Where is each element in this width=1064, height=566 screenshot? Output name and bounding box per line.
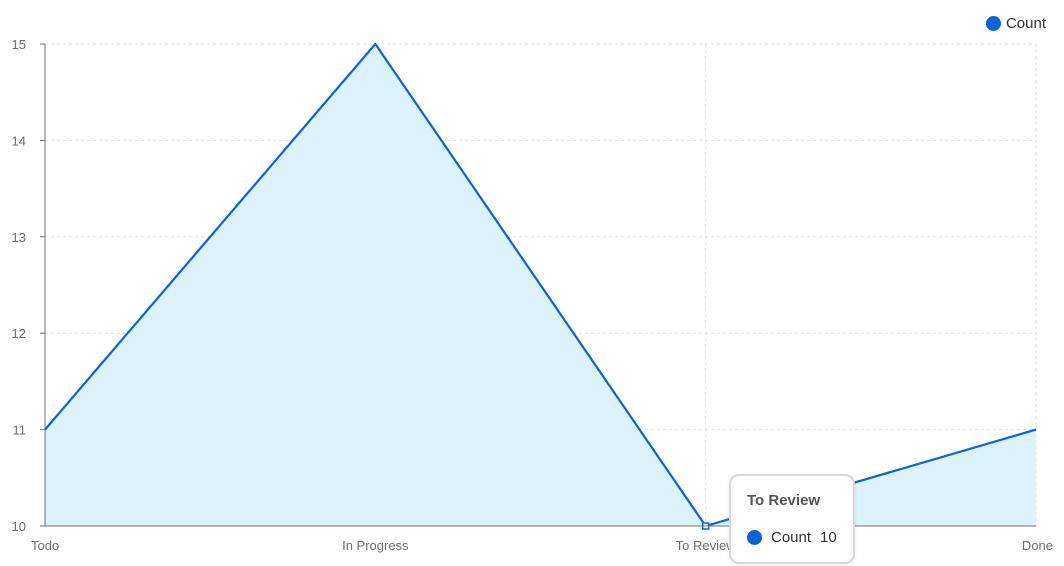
tooltip-row: Count 10 bbox=[747, 529, 837, 546]
legend-label: Count bbox=[1005, 15, 1046, 32]
x-tick-label: To Review bbox=[676, 538, 737, 553]
x-tick-label: Done bbox=[1022, 538, 1053, 553]
area-series bbox=[44, 42, 1037, 530]
legend[interactable]: Count bbox=[985, 15, 1046, 32]
tooltip-title: To Review bbox=[747, 492, 821, 509]
tick-labels: 10 11 12 13 14 15 Todo In Progress To Review Done bbox=[12, 37, 1053, 553]
tooltip: To Review Count 10 bbox=[729, 474, 855, 564]
y-tick-label: 13 bbox=[12, 230, 26, 245]
axes bbox=[40, 43, 1036, 527]
y-tick-label: 15 bbox=[12, 37, 26, 52]
tooltip-value: 10 bbox=[820, 529, 837, 546]
tooltip-series-name: Count bbox=[771, 529, 812, 546]
y-tick-label: 12 bbox=[12, 326, 26, 341]
x-tick-label: In Progress bbox=[342, 538, 409, 553]
y-tick-label: 10 bbox=[12, 519, 26, 534]
tooltip-marker-icon bbox=[747, 530, 762, 545]
x-tick-label: Todo bbox=[31, 538, 59, 553]
y-tick-label: 14 bbox=[12, 133, 26, 148]
legend-marker-icon bbox=[985, 16, 1001, 31]
series-line bbox=[44, 42, 1037, 528]
y-tick-label: 11 bbox=[13, 423, 27, 438]
